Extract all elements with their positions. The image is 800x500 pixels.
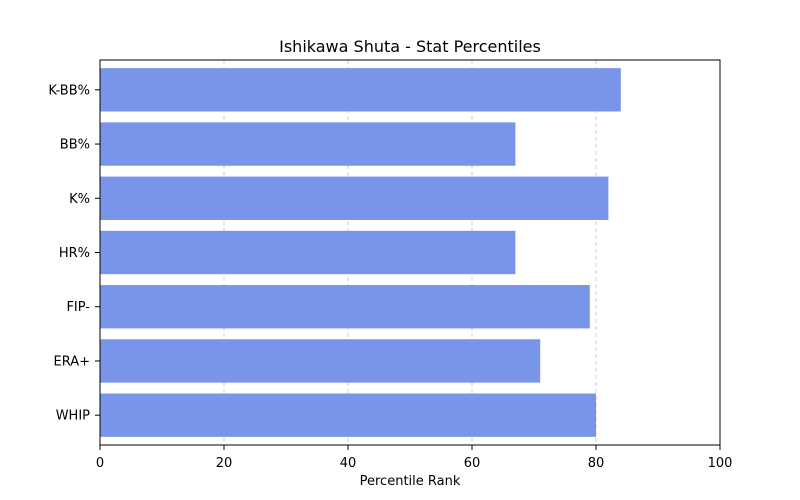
y-tick-label: ERA+ bbox=[53, 354, 90, 369]
x-tick-label: 20 bbox=[216, 456, 233, 471]
bars bbox=[100, 68, 621, 437]
y-tick-label: HR% bbox=[59, 246, 90, 261]
chart-title: Ishikawa Shuta - Stat Percentiles bbox=[279, 37, 541, 56]
bar bbox=[100, 285, 590, 329]
y-axis: K-BB% BB% K% HR% FIP- ERA+ WHIP bbox=[48, 83, 100, 424]
bar bbox=[100, 230, 516, 275]
y-tick-label: K% bbox=[69, 192, 90, 207]
x-tick-label: 40 bbox=[340, 456, 357, 471]
bar bbox=[100, 122, 516, 166]
x-tick-label: 0 bbox=[96, 456, 104, 471]
bar bbox=[100, 339, 541, 383]
y-tick-label: K-BB% bbox=[48, 83, 90, 98]
bar bbox=[100, 68, 621, 112]
y-tick-label: FIP- bbox=[66, 300, 90, 315]
x-tick-label: 100 bbox=[708, 456, 733, 471]
y-tick-label: BB% bbox=[60, 138, 90, 153]
x-axis-label: Percentile Rank bbox=[360, 474, 461, 489]
bar bbox=[100, 176, 609, 220]
bar bbox=[100, 393, 596, 437]
x-tick-label: 60 bbox=[464, 456, 481, 471]
y-tick-label: WHIP bbox=[56, 409, 90, 424]
x-tick-label: 80 bbox=[588, 456, 605, 471]
x-axis: 0 20 40 60 80 100 bbox=[96, 445, 733, 471]
